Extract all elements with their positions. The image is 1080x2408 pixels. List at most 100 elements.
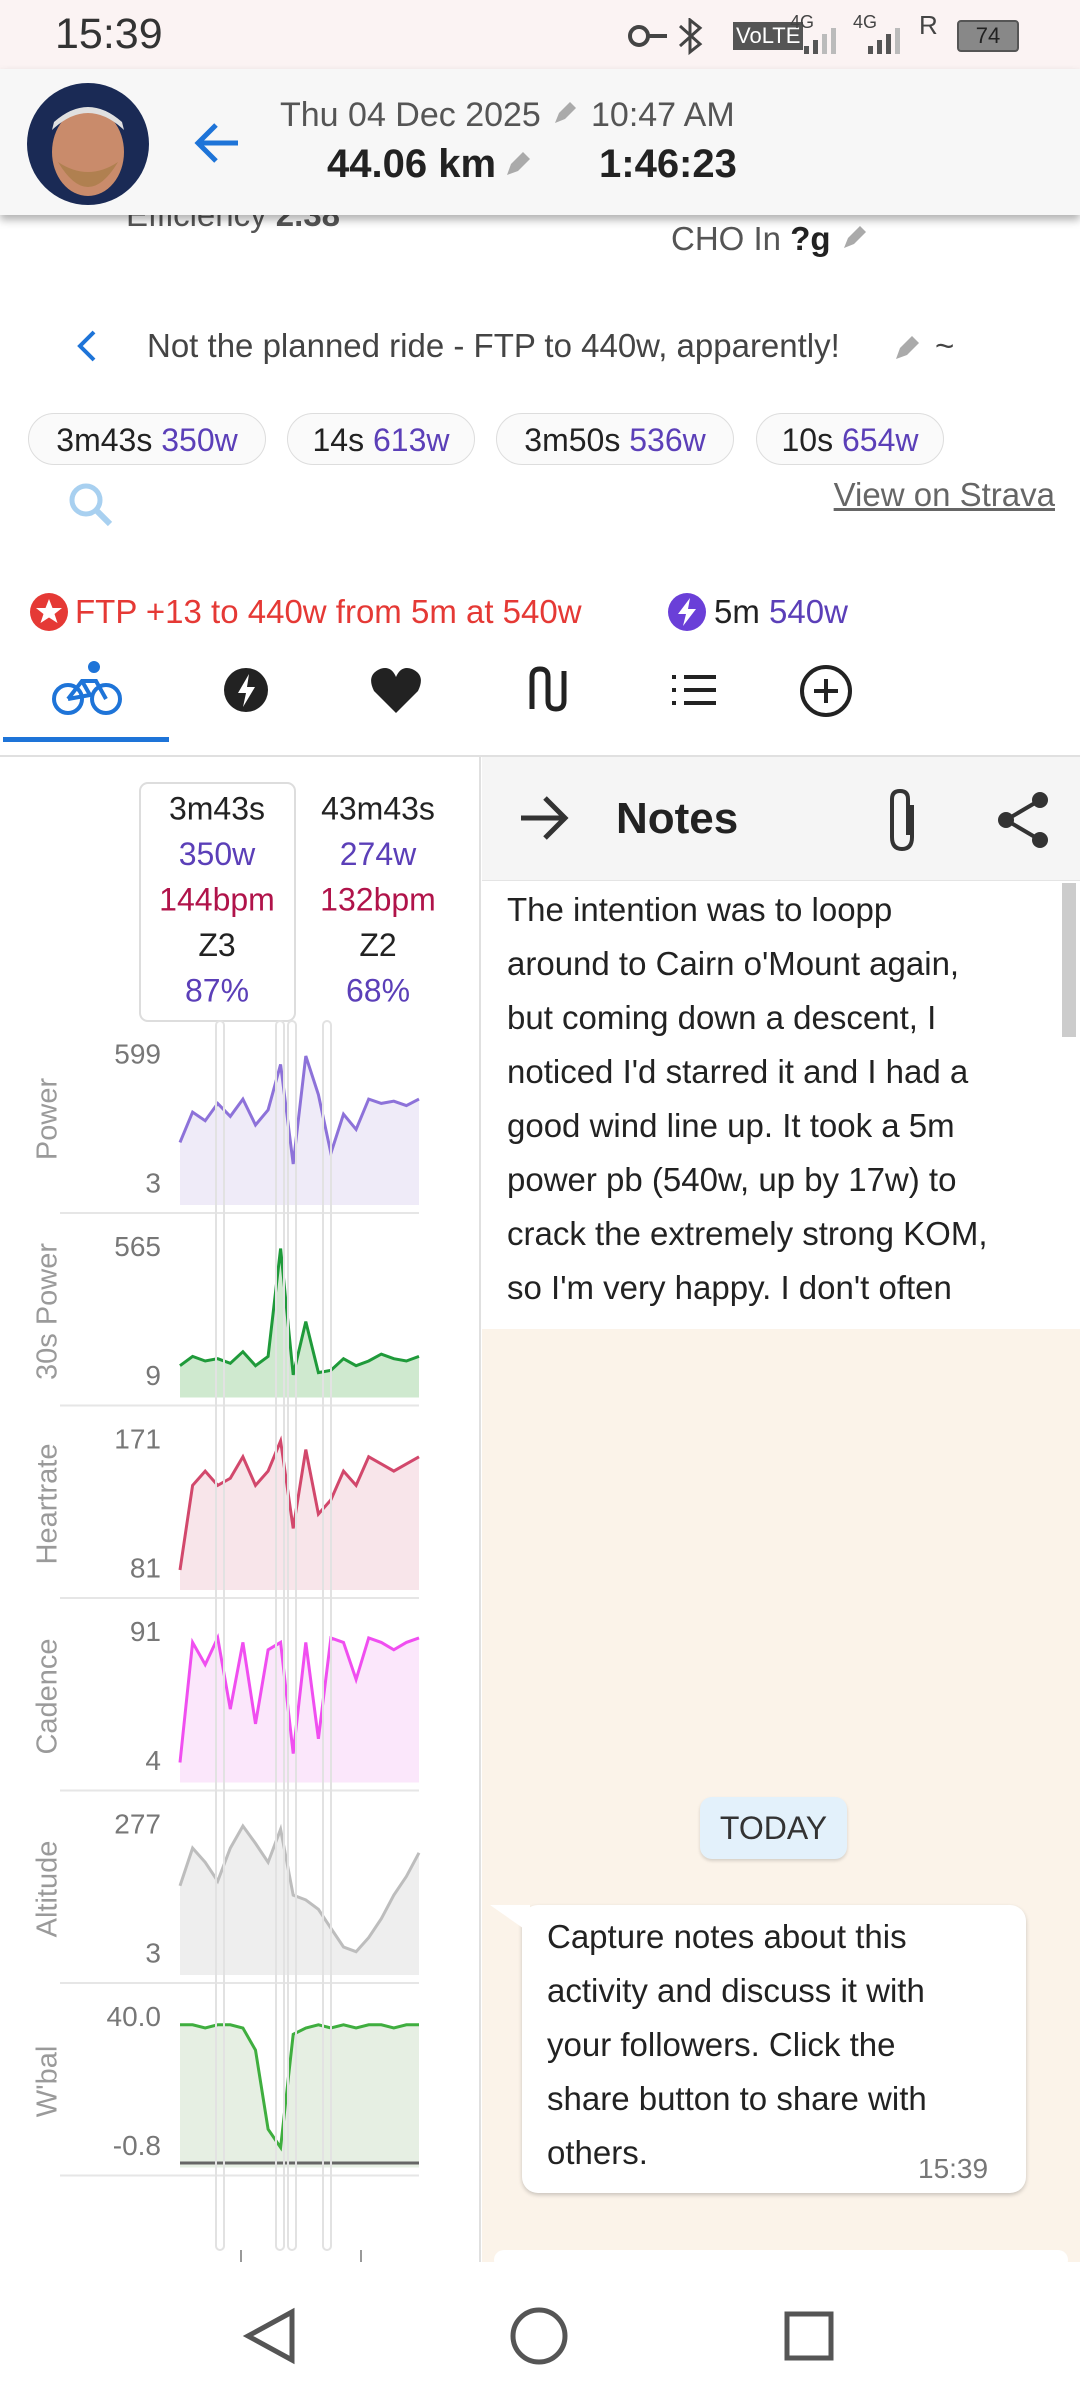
notes-line: so I'm very happy. I don't often [507, 1269, 952, 1306]
trace-line [179, 1248, 420, 1376]
trace-line [178, 1632, 420, 1763]
tooltip-percent: 68% [346, 972, 410, 1008]
tab-heart[interactable] [371, 668, 421, 713]
chip-duration: 14s [312, 422, 365, 458]
notes-line: around to Cairn o'Mount again, [507, 945, 960, 982]
strava-link[interactable]: View on Strava [833, 476, 1055, 513]
tooltip-power: 350w [179, 836, 256, 872]
header-bar [0, 69, 1080, 215]
status-time: 15:39 [55, 10, 163, 58]
notes-line: but coming down a descent, I [507, 999, 937, 1036]
y-tick-label: 9 [145, 1360, 161, 1391]
chat-time: 15:39 [918, 2153, 989, 2184]
key-icon [628, 25, 650, 47]
y-tick-label: 565 [114, 1231, 161, 1262]
chip-duration: 10s [781, 422, 834, 458]
y-tick-label: 4 [145, 1745, 161, 1776]
panel-label: Heartrate [32, 1444, 64, 1565]
trace-area [180, 1441, 419, 1590]
activity-title[interactable]: Not the planned ride - FTP to 440w, appa… [147, 327, 840, 364]
tab-route[interactable] [529, 666, 567, 712]
peak-icon [668, 593, 706, 631]
back-button[interactable] [190, 118, 250, 168]
edit-icon[interactable] [840, 224, 868, 252]
chat-line: your followers. Click the [547, 2026, 896, 2063]
edit-icon[interactable] [552, 100, 578, 126]
chip-duration: 3m43s [56, 422, 153, 458]
stat-label: CHO In [671, 220, 782, 257]
peak-power: 5m 540w [714, 593, 848, 631]
interval-chip[interactable]: 3m43s 350w [28, 413, 266, 465]
edit-icon[interactable] [893, 334, 921, 362]
collapse-button[interactable] [72, 326, 102, 366]
tab-indicator [3, 737, 169, 742]
edit-icon[interactable] [504, 150, 532, 178]
panel-label: Altitude [32, 1841, 64, 1938]
signal-bar [886, 34, 891, 54]
trace-area [180, 1248, 419, 1398]
scrollbar [1062, 883, 1076, 1037]
tooltip-heartrate: 132bpm [320, 881, 436, 917]
cho-stat: CHO In ?g [671, 220, 868, 258]
trace-area [180, 1826, 419, 1975]
y-tick-label: 91 [130, 1616, 161, 1647]
tab-ride[interactable] [52, 661, 122, 715]
trace-area [180, 2024, 419, 2168]
signal-bar [895, 28, 900, 54]
header-distance: 44.06 km [327, 142, 497, 186]
interval-chip[interactable]: 10s 654w [756, 413, 944, 465]
tooltip-heartrate: 144bpm [159, 881, 275, 917]
signal-bar [822, 34, 827, 54]
nav-recents[interactable] [784, 2311, 834, 2361]
share-button[interactable] [994, 790, 1054, 850]
notes-line: good wind line up. It took a 5m [507, 1107, 955, 1144]
chat-line: Capture notes about this [547, 1918, 907, 1955]
tab-add[interactable] [800, 665, 852, 717]
chart-panel: 3m43s 350w 144bpm Z3 87% 43m43s 274w 132bpm Z2 68… [32, 756, 481, 2262]
trace-line [178, 1823, 421, 1954]
attach-button[interactable] [882, 785, 926, 855]
y-tick-label: -0.8 [113, 2130, 161, 2161]
nav-back[interactable] [242, 2307, 295, 2365]
avatar[interactable] [26, 82, 150, 206]
header-time: 10:47 AM [591, 96, 735, 134]
tab-list[interactable] [672, 675, 716, 705]
nav-home[interactable] [510, 2307, 568, 2365]
selection-marker [215, 1020, 225, 2251]
tooltip-power: 274w [340, 836, 417, 872]
nav-bar [0, 2262, 1080, 2408]
y-tick-label: 3 [145, 1937, 161, 1968]
status-icons [628, 18, 703, 56]
panel-label: 30s Power [32, 1243, 64, 1380]
tooltip-zone: Z2 [359, 927, 396, 963]
chip-power: 613w [372, 422, 450, 458]
chat-line: others. [547, 2134, 648, 2171]
ftp-icon [30, 593, 68, 631]
header-duration: 1:46:23 [599, 142, 737, 186]
notes-header [482, 757, 1080, 882]
tooltip-percent: 87% [185, 972, 249, 1008]
chip-power: 536w [629, 422, 706, 458]
notes-text[interactable]: The intention was to loopp around to Cair… [482, 881, 1080, 1329]
tab-power[interactable] [224, 668, 268, 712]
signal-bar [831, 28, 836, 54]
y-tick-label: 599 [114, 1038, 161, 1069]
interval-chip[interactable]: 3m50s 536w [496, 413, 734, 465]
selection-marker [275, 1020, 285, 2251]
signal-bar [877, 40, 882, 54]
bubble-tail [490, 1905, 530, 1933]
selection-marker [322, 1020, 332, 2251]
trace-line [178, 1435, 420, 1571]
panel-label: W'bal [32, 2046, 64, 2118]
search-button[interactable] [66, 480, 116, 530]
peak-duration: 5m [714, 593, 760, 630]
interval-chip[interactable]: 14s 613w [287, 413, 475, 465]
signal-bar [804, 46, 809, 54]
panel-label: Cadence [32, 1638, 64, 1754]
ftp-notice: FTP +13 to 440w from 5m at 540w [75, 593, 582, 630]
close-notes-button[interactable] [515, 790, 575, 846]
header-date: Thu 04 Dec 2025 [280, 96, 541, 134]
chat-line: activity and discuss it with [547, 1972, 925, 2009]
trace-line [178, 1055, 420, 1165]
